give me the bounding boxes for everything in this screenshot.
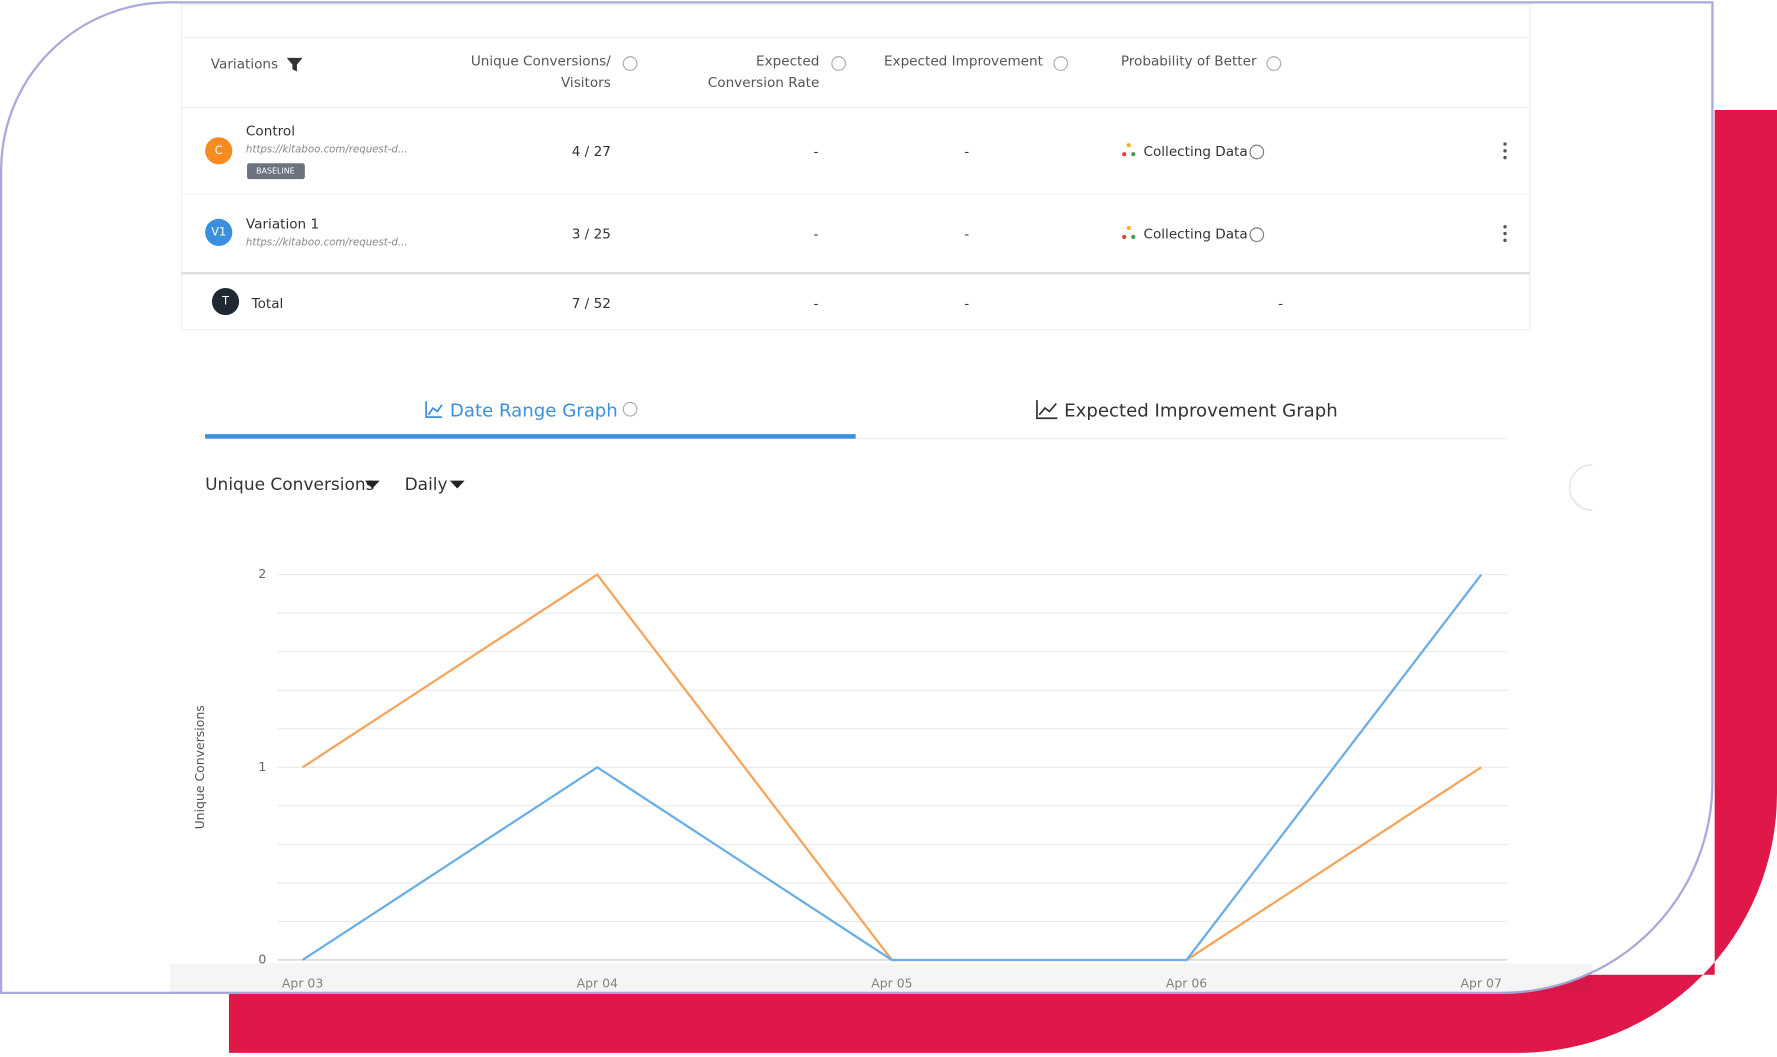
x-tick-label: Apr 03 bbox=[282, 975, 323, 990]
avatar-text: T bbox=[221, 294, 229, 308]
dropdown[interactable]: Daily bbox=[405, 475, 448, 495]
badge bbox=[247, 163, 305, 180]
header: Visitors bbox=[561, 75, 611, 91]
avatar-text: V1 bbox=[211, 224, 226, 238]
avatar bbox=[205, 218, 233, 247]
panel bbox=[180, 4, 1531, 331]
plot: 0 1 2 Apr 03 Apr 04 Apr 05 Apr 06 Apr 07 bbox=[258, 566, 1508, 990]
conversions: 3 / 25 bbox=[572, 227, 611, 243]
caret bbox=[364, 480, 380, 489]
avatar bbox=[211, 287, 240, 316]
status-icons bbox=[1122, 143, 1265, 243]
dropdown[interactable]: Unique Conversions bbox=[205, 475, 375, 495]
improvement: - bbox=[964, 227, 969, 243]
side-handle[interactable] bbox=[1569, 464, 1593, 511]
series-line bbox=[301, 573, 1483, 962]
x-tick-label: Apr 07 bbox=[1461, 975, 1502, 990]
x-tick-label: Apr 05 bbox=[871, 975, 912, 990]
bottom-fade bbox=[169, 963, 1593, 993]
variation-name: Control bbox=[246, 124, 295, 140]
conversions: 7 / 52 bbox=[572, 296, 611, 312]
header: Unique Conversions/ bbox=[471, 53, 611, 69]
help-icon bbox=[622, 401, 638, 417]
avatar-text: C bbox=[215, 143, 223, 157]
variation-name: Variation 1 bbox=[246, 216, 319, 232]
y-tick-label: 2 bbox=[258, 566, 266, 581]
url: https://kitaboo.com/request-d... bbox=[246, 145, 408, 156]
total-name: Total bbox=[251, 296, 284, 312]
rate: - bbox=[814, 144, 819, 160]
y-axis-label: Unique Conversions bbox=[192, 705, 207, 829]
tab-icon bbox=[1036, 400, 1058, 420]
conversions: 4 / 27 bbox=[572, 144, 611, 160]
header: Expected bbox=[756, 53, 819, 69]
header: Expected Improvement bbox=[884, 53, 1043, 69]
tab-active-bar bbox=[205, 434, 856, 439]
improvement: - bbox=[964, 296, 969, 312]
filter-icon[interactable] bbox=[286, 57, 303, 72]
header[interactable]: Variations bbox=[211, 57, 278, 73]
x-tick-label: Apr 06 bbox=[1166, 975, 1207, 990]
x-tick-label: Apr 04 bbox=[577, 975, 618, 990]
rate: - bbox=[814, 296, 819, 312]
menu-dots[interactable] bbox=[1503, 142, 1507, 160]
probability: Collecting Data bbox=[1143, 227, 1247, 243]
tab[interactable]: Expected Improvement Graph bbox=[1064, 400, 1338, 421]
probability: Collecting Data bbox=[1143, 144, 1247, 160]
url: https://kitaboo.com/request-d... bbox=[246, 238, 408, 249]
rate: - bbox=[814, 227, 819, 243]
help-icons bbox=[622, 56, 1282, 71]
tab[interactable]: Date Range Graph bbox=[450, 400, 618, 421]
probability: - bbox=[1278, 296, 1283, 312]
tab-icon bbox=[425, 401, 443, 418]
avatar bbox=[205, 137, 233, 165]
badge-text: BASELINE bbox=[256, 167, 295, 176]
menu-dots[interactable] bbox=[1503, 225, 1507, 243]
improvement: - bbox=[964, 144, 969, 160]
caret bbox=[449, 480, 465, 489]
y-tick-label: 0 bbox=[258, 951, 266, 966]
header: Probability of Better bbox=[1121, 53, 1257, 69]
y-tick-label: 1 bbox=[258, 759, 266, 774]
header: Conversion Rate bbox=[708, 75, 820, 91]
